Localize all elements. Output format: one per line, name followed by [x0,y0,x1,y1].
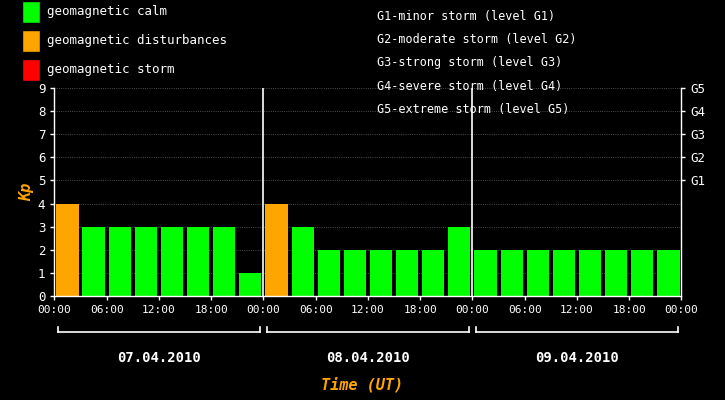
Bar [526,250,549,296]
Bar [579,250,601,296]
Bar [57,204,78,296]
Bar [658,250,679,296]
Bar [448,227,471,296]
Bar [396,250,418,296]
Text: G1-minor storm (level G1): G1-minor storm (level G1) [377,10,555,23]
Text: 08.04.2010: 08.04.2010 [326,351,410,365]
Bar [370,250,392,296]
Bar [187,227,210,296]
Bar [552,250,575,296]
Bar [161,227,183,296]
Text: geomagnetic disturbances: geomagnetic disturbances [47,34,227,47]
Text: G3-strong storm (level G3): G3-strong storm (level G3) [377,56,563,69]
Bar [291,227,314,296]
Bar [318,250,340,296]
Bar [213,227,236,296]
Bar [422,250,444,296]
Text: geomagnetic calm: geomagnetic calm [47,6,167,18]
Text: 07.04.2010: 07.04.2010 [117,351,201,365]
Y-axis label: Kp: Kp [19,183,33,201]
Bar [631,250,653,296]
Text: Time (UT): Time (UT) [321,376,404,392]
Text: G2-moderate storm (level G2): G2-moderate storm (level G2) [377,33,576,46]
Bar [474,250,497,296]
Text: geomagnetic storm: geomagnetic storm [47,63,175,76]
Bar [344,250,366,296]
Bar [605,250,627,296]
Bar [239,273,262,296]
Text: 09.04.2010: 09.04.2010 [535,351,619,365]
Bar [83,227,104,296]
Bar [135,227,157,296]
Bar [500,250,523,296]
Bar [265,204,288,296]
Bar [109,227,130,296]
Text: G5-extreme storm (level G5): G5-extreme storm (level G5) [377,103,569,116]
Text: G4-severe storm (level G4): G4-severe storm (level G4) [377,80,563,93]
